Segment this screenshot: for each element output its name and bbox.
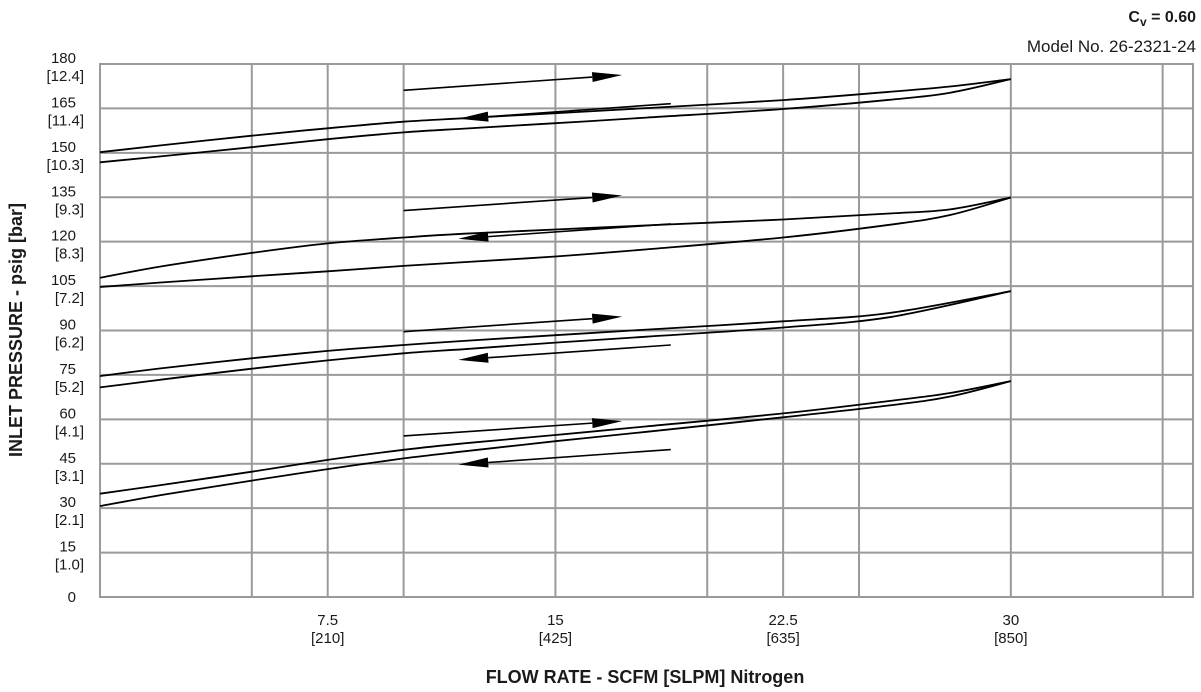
y-tick-sublabel: [9.3] (55, 201, 84, 218)
curves (99, 78, 1012, 507)
y-tick-label: 75 (59, 361, 76, 378)
y-tick-label: 150 (51, 139, 76, 156)
pressure-curve-6 (99, 196, 1012, 288)
pressure-curve-3 (99, 290, 1011, 377)
flow-arrow-left (458, 223, 671, 242)
y-tick-label: 0 (68, 589, 76, 606)
pressure-curve-8 (99, 78, 1011, 164)
y-axis-title: INLET PRESSURE - psig [bar] (6, 203, 26, 457)
arrow-shaft (403, 317, 593, 333)
y-tick-label: 120 (51, 228, 76, 245)
pressure-curve-7 (99, 78, 1011, 154)
arrow-head (458, 457, 489, 468)
flow-arrow-right (403, 313, 623, 333)
y-tick-sublabel: [11.4] (48, 112, 84, 129)
y-tick-sublabel: [7.2] (55, 290, 84, 307)
arrow-shaft (488, 223, 671, 238)
pressure-curve-2 (99, 380, 1012, 507)
arrow-head (591, 418, 623, 429)
x-axis-title: FLOW RATE - SCFM [SLPM] Nitrogen (486, 667, 805, 687)
y-tick-sublabel: [3.1] (55, 468, 84, 485)
x-tick-label: 7.5 (317, 612, 338, 629)
arrow-head (458, 111, 489, 122)
arrow-shaft (488, 448, 671, 464)
arrow-shaft (403, 196, 593, 212)
y-tick-label: 15 (59, 539, 76, 556)
x-tick-sublabel: [210] (311, 630, 344, 647)
y-tick-sublabel: [6.2] (55, 335, 84, 352)
arrow-head (591, 313, 623, 324)
x-tick-label: 15 (547, 612, 564, 629)
cv-subscript: v (1140, 15, 1147, 29)
x-axis-ticks: 7.5[210] 15[425] 22.5[635] 30[850] (311, 612, 1028, 647)
y-tick-label: 60 (59, 405, 76, 422)
cv-label: Cv = 0.60 (1128, 9, 1196, 29)
grid (99, 63, 1194, 598)
arrow-shaft (403, 76, 593, 92)
y-tick-sublabel: [2.1] (55, 512, 84, 529)
y-tick-sublabel: [10.3] (46, 157, 84, 174)
y-tick-sublabel: [4.1] (55, 423, 84, 440)
arrow-head (591, 192, 623, 203)
x-tick-label: 30 (1002, 612, 1019, 629)
y-tick-sublabel: [12.4] (46, 68, 84, 85)
arrow-shaft (488, 344, 671, 359)
y-tick-sublabel: [1.0] (55, 557, 84, 574)
arrow-head (458, 231, 489, 242)
x-tick-sublabel: [850] (994, 630, 1027, 647)
arrow-head (591, 72, 623, 83)
pressure-curve-1 (99, 380, 1011, 495)
y-tick-label: 165 (51, 94, 76, 111)
cv-value: = 0.60 (1147, 9, 1196, 26)
flow-arrow-right (403, 418, 623, 437)
flow-arrow-left (458, 344, 671, 363)
flow-arrow-right (403, 72, 623, 92)
y-tick-label: 45 (59, 450, 76, 467)
y-tick-sublabel: [5.2] (55, 379, 84, 396)
y-tick-label: 105 (51, 272, 76, 289)
arrow-shaft (403, 422, 593, 437)
arrow-shaft (488, 102, 671, 118)
arrow-head (458, 352, 489, 363)
y-axis-ticks: 0 15[1.0] 30[2.1] 45[3.1] 60[4.1] 75[5.2] 90[6… (46, 50, 84, 606)
y-tick-label: 90 (59, 317, 76, 334)
x-tick-sublabel: [425] (539, 630, 572, 647)
pressure-curve-4 (99, 290, 1011, 389)
flow-arrow-right (403, 192, 623, 212)
y-tick-sublabel: [8.3] (55, 246, 84, 263)
flow-arrow-left (458, 102, 671, 122)
y-tick-label: 30 (59, 494, 76, 511)
x-tick-sublabel: [635] (766, 630, 799, 647)
pressure-curve-5 (99, 196, 1011, 279)
flow-direction-arrows (403, 72, 671, 468)
y-tick-label: 180 (51, 50, 76, 67)
y-tick-label: 135 (51, 183, 76, 200)
x-tick-label: 22.5 (769, 612, 798, 629)
flow-arrow-left (458, 448, 671, 468)
model-number: Model No. 26-2321-24 (1027, 37, 1196, 56)
